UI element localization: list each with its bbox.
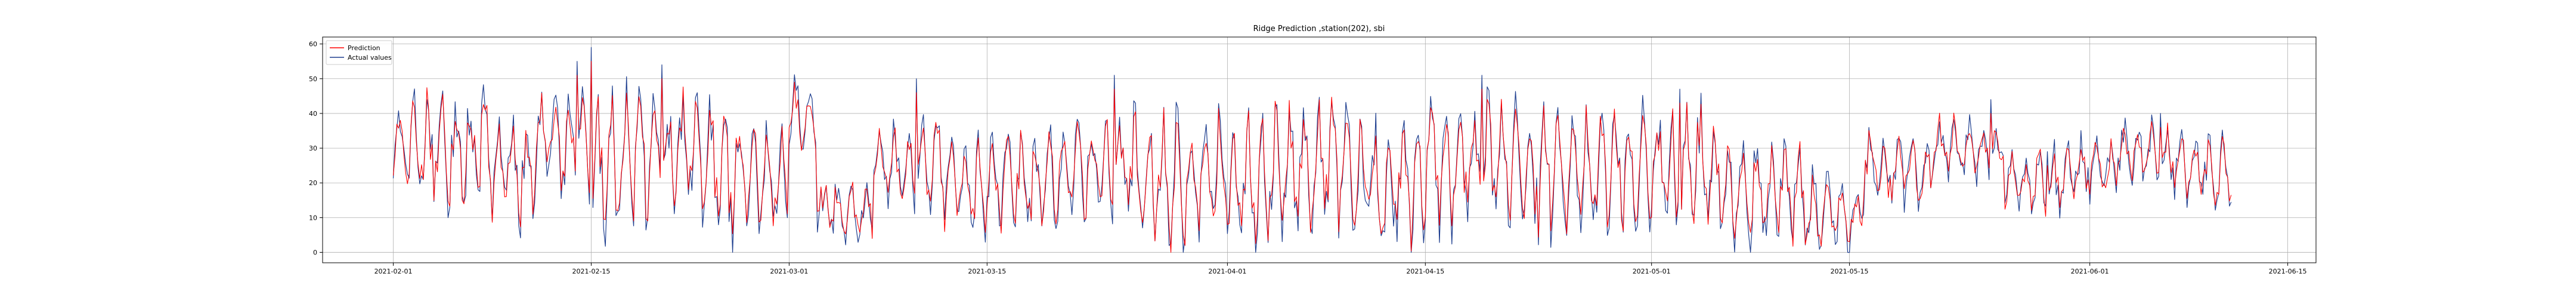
x-tick-label: 2021-03-01 [770,268,808,275]
y-axis: 0 10 20 30 40 50 60 [309,41,323,257]
legend: Prediction Actual values [326,40,392,65]
x-tick-label: 2021-02-15 [572,268,611,275]
x-tick-label: 2021-03-15 [968,268,1006,275]
y-tick-label: 10 [309,214,317,222]
y-tick-label: 60 [309,41,317,48]
grid-lines [323,37,2316,263]
y-tick-label: 50 [309,75,317,83]
x-tick-label: 2021-06-15 [2269,268,2307,275]
x-tick-label: 2021-06-01 [2071,268,2109,275]
y-tick-label: 20 [309,179,317,187]
legend-label: Prediction [348,44,380,52]
x-tick-label: 2021-02-01 [374,268,413,275]
chart-title: Ridge Prediction ,station(202), sbi [1253,24,1385,33]
x-axis: 2021-02-01 2021-02-15 2021-03-01 2021-03-15… [374,263,2307,275]
legend-box [326,40,392,65]
series-line-prediction [392,61,2232,253]
series-lines [392,47,2232,253]
x-tick-label: 2021-04-01 [1208,268,1246,275]
y-tick-label: 0 [313,249,317,257]
x-tick-label: 2021-04-15 [1406,268,1444,275]
legend-label: Actual values [348,54,392,62]
plot-area [322,36,2317,263]
y-tick-label: 30 [309,145,317,152]
y-tick-label: 40 [309,110,317,118]
x-tick-label: 2021-05-15 [1831,268,1869,275]
x-tick-label: 2021-05-01 [1633,268,1671,275]
